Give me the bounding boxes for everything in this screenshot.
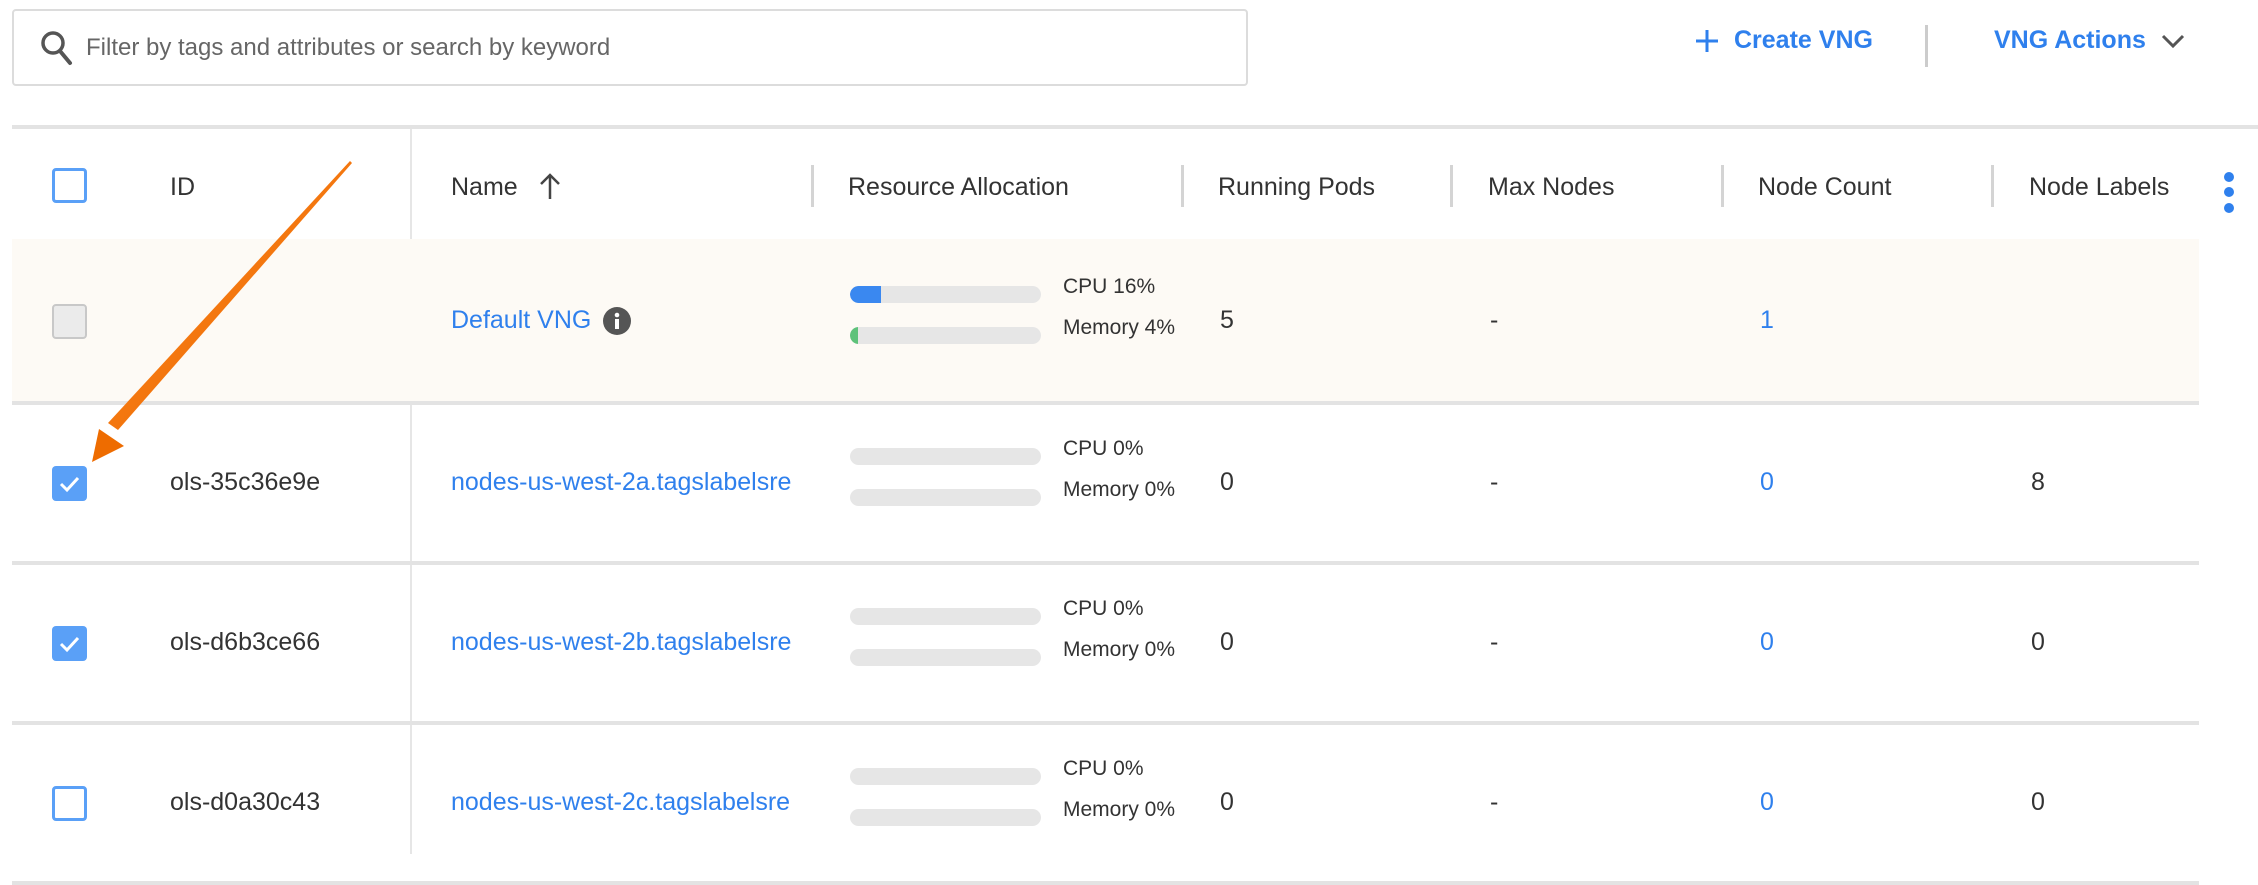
vng-name-link[interactable]: nodes-us-west-2c.tagslabelsre (451, 788, 790, 817)
header-max-nodes[interactable]: Max Nodes (1488, 173, 1615, 201)
row-divider (12, 401, 2199, 405)
column-options-kebab-icon[interactable] (2221, 170, 2237, 216)
cpu-usage-bar (850, 286, 1041, 303)
header-separator[interactable] (811, 165, 814, 207)
memory-usage-bar (850, 809, 1041, 826)
vng-id: ols-d0a30c43 (170, 788, 321, 816)
create-vng-label: Create VNG (1734, 26, 1873, 54)
cpu-label: CPU 16% (1063, 275, 1156, 298)
search-icon (41, 30, 72, 65)
vng-name: nodes-us-west-2c.tagslabelsre (451, 788, 791, 816)
max-nodes: - (1490, 468, 1499, 496)
vng-name: nodes-us-west-2b.tagslabelsre (451, 628, 792, 656)
memory-usage-bar (850, 649, 1041, 666)
row-divider (12, 881, 2199, 885)
plus-icon (1696, 29, 1718, 52)
cpu-label: CPU 0% (1063, 757, 1144, 780)
max-nodes: - (1490, 628, 1499, 656)
cpu-label: CPU 0% (1063, 597, 1144, 620)
header-id[interactable]: ID (170, 173, 195, 201)
select-all-checkbox[interactable] (52, 168, 87, 203)
node-count-link[interactable]: 0 (1760, 628, 1774, 656)
table-row[interactable] (12, 239, 2199, 403)
info-icon[interactable] (603, 306, 632, 335)
running-pods: 0 (1220, 468, 1234, 496)
memory-label: Memory 0% (1063, 478, 1176, 501)
vng-actions-label: VNG Actions (1994, 26, 2146, 54)
row-checkbox[interactable] (52, 786, 87, 821)
header-node-labels[interactable]: Node Labels (2029, 173, 2170, 201)
search-input[interactable] (86, 33, 1186, 62)
vng-name-link[interactable]: nodes-us-west-2a.tagslabelsre (451, 468, 791, 497)
memory-label: Memory 0% (1063, 638, 1176, 661)
toolbar-divider (1925, 25, 1928, 67)
node-labels: 0 (2031, 628, 2045, 656)
row-checkbox[interactable] (52, 466, 87, 501)
checkmark-icon (59, 476, 80, 493)
row-checkbox[interactable] (52, 626, 87, 661)
max-nodes: - (1490, 788, 1499, 816)
max-nodes: - (1490, 306, 1499, 334)
vng-name: Default VNG (451, 306, 592, 334)
header-separator[interactable] (1991, 165, 1994, 207)
memory-label: Memory 4% (1063, 316, 1176, 339)
header-resource-allocation[interactable]: Resource Allocation (848, 173, 1069, 201)
vng-name-link[interactable]: nodes-us-west-2b.tagslabelsre (451, 628, 791, 657)
cpu-usage-bar (850, 608, 1041, 625)
vng-id: ols-35c36e9e (170, 468, 321, 496)
header-running-pods[interactable]: Running Pods (1218, 173, 1376, 201)
vng-actions-dropdown[interactable]: VNG Actions (1994, 26, 2186, 55)
row-checkbox (52, 304, 87, 339)
header-separator[interactable] (1721, 165, 1724, 207)
search-box[interactable] (12, 9, 1248, 86)
cpu-label: CPU 0% (1063, 437, 1144, 460)
vng-name-link[interactable]: Default VNG (451, 306, 632, 335)
cpu-usage-bar (850, 768, 1041, 785)
node-count-link[interactable]: 0 (1760, 788, 1774, 816)
row-divider (12, 561, 2199, 565)
running-pods: 5 (1220, 306, 1234, 334)
header-name[interactable]: Name (451, 173, 518, 201)
node-labels: 8 (2031, 468, 2045, 496)
vng-id: ols-d6b3ce66 (170, 628, 321, 656)
node-count-link[interactable]: 0 (1760, 468, 1774, 496)
memory-usage-bar (850, 327, 1041, 344)
running-pods: 0 (1220, 628, 1234, 656)
column-divider (410, 129, 412, 854)
header-separator[interactable] (1450, 165, 1453, 207)
create-vng-button[interactable]: Create VNG (1694, 26, 1873, 55)
checkmark-icon (59, 636, 80, 653)
cpu-usage-fill (850, 286, 881, 303)
memory-usage-bar (850, 489, 1041, 506)
node-count-link[interactable]: 1 (1760, 306, 1774, 334)
node-labels: 0 (2031, 788, 2045, 816)
table-top-border (12, 125, 2258, 129)
sort-ascending-icon[interactable] (538, 172, 562, 200)
memory-label: Memory 0% (1063, 798, 1176, 821)
chevron-down-icon (2161, 34, 2184, 48)
running-pods: 0 (1220, 788, 1234, 816)
header-node-count[interactable]: Node Count (1758, 173, 1892, 201)
row-divider (12, 721, 2199, 725)
memory-usage-fill (850, 327, 858, 344)
header-separator[interactable] (1181, 165, 1184, 207)
vng-name: nodes-us-west-2a.tagslabelsre (451, 468, 792, 496)
cpu-usage-bar (850, 448, 1041, 465)
